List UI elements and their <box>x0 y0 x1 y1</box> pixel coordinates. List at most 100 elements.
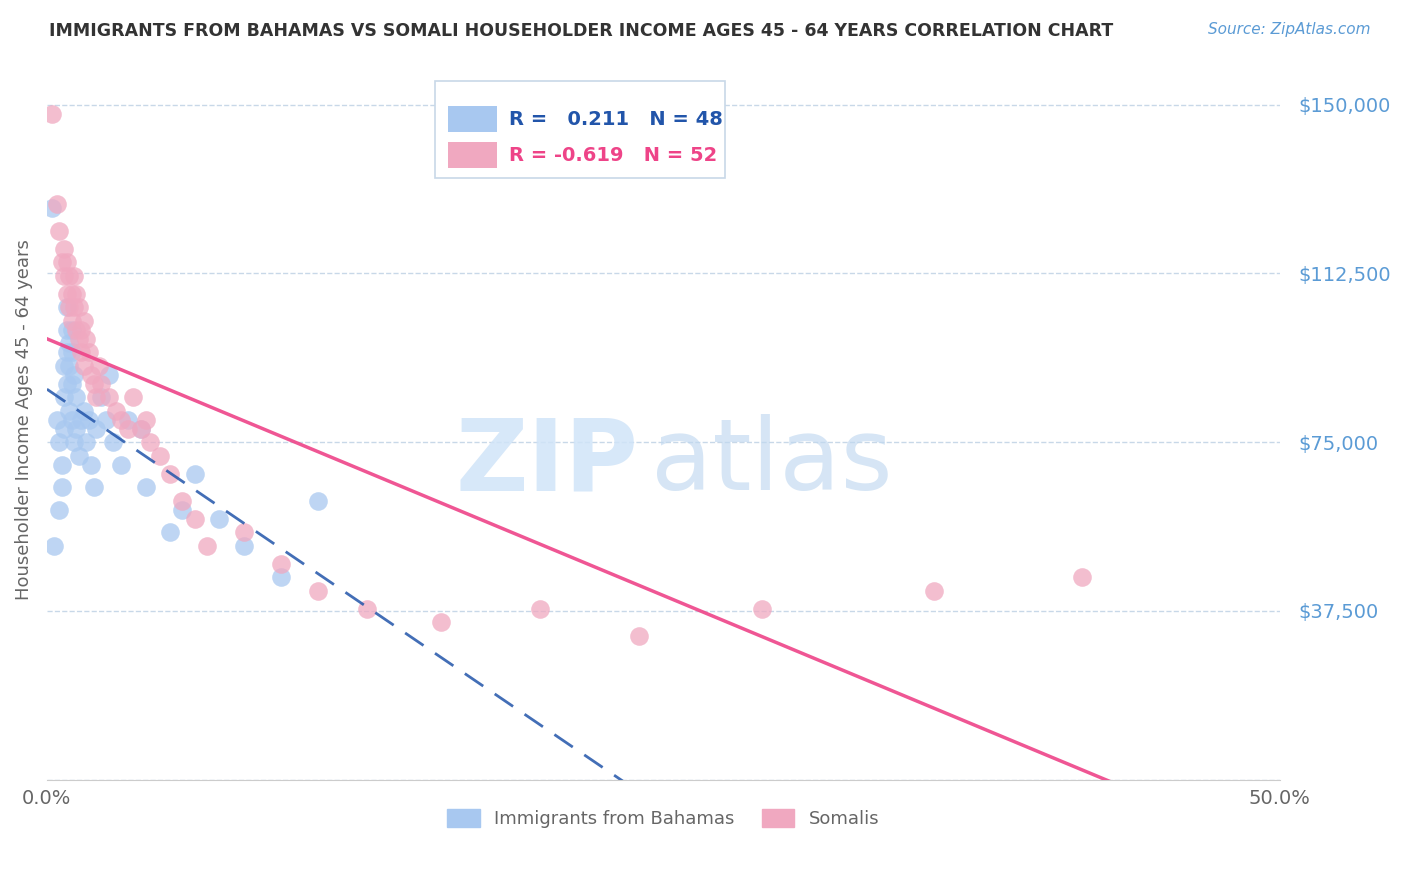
Text: R =   0.211   N = 48: R = 0.211 N = 48 <box>509 110 723 128</box>
Point <box>53 359 76 373</box>
Point <box>751 601 773 615</box>
Point <box>195 539 218 553</box>
Point <box>60 286 83 301</box>
Point <box>45 196 67 211</box>
Point <box>63 435 86 450</box>
Point <box>60 412 83 426</box>
Point <box>270 557 292 571</box>
Point <box>60 323 83 337</box>
Point <box>87 359 110 373</box>
Point <box>65 422 87 436</box>
Point <box>75 332 97 346</box>
Point <box>122 390 145 404</box>
Point <box>270 570 292 584</box>
Point <box>41 201 63 215</box>
Point <box>134 412 156 426</box>
Point <box>356 601 378 615</box>
FancyBboxPatch shape <box>436 81 725 178</box>
Point <box>55 376 77 391</box>
Point <box>134 480 156 494</box>
Point <box>159 525 181 540</box>
Point <box>73 313 96 327</box>
Point <box>233 525 256 540</box>
Point <box>70 345 93 359</box>
Point <box>80 368 103 382</box>
Point <box>184 467 207 481</box>
Point <box>58 300 80 314</box>
Point <box>58 268 80 283</box>
Point <box>97 390 120 404</box>
Text: R = -0.619   N = 52: R = -0.619 N = 52 <box>509 146 717 165</box>
Point <box>184 511 207 525</box>
Point <box>84 422 107 436</box>
Point <box>80 458 103 472</box>
Point <box>83 480 105 494</box>
Point <box>55 345 77 359</box>
Point <box>70 323 93 337</box>
Point <box>65 286 87 301</box>
Point <box>149 449 172 463</box>
Point <box>60 345 83 359</box>
Point <box>48 435 70 450</box>
Point <box>67 300 90 314</box>
Point <box>104 403 127 417</box>
Point <box>73 403 96 417</box>
Point <box>103 435 125 450</box>
Text: atlas: atlas <box>651 414 893 511</box>
Point <box>129 422 152 436</box>
Point <box>55 323 77 337</box>
Point <box>307 583 329 598</box>
Point <box>94 412 117 426</box>
Point <box>172 493 194 508</box>
Point <box>48 224 70 238</box>
Point <box>233 539 256 553</box>
Point <box>83 376 105 391</box>
Point <box>60 313 83 327</box>
Point <box>53 268 76 283</box>
Point <box>67 332 90 346</box>
Point <box>77 345 100 359</box>
Point <box>53 390 76 404</box>
Point <box>117 412 139 426</box>
Point <box>84 390 107 404</box>
Y-axis label: Householder Income Ages 45 - 64 years: Householder Income Ages 45 - 64 years <box>15 239 32 600</box>
Point <box>208 511 231 525</box>
Point <box>63 268 86 283</box>
Point <box>63 368 86 382</box>
Point <box>44 539 66 553</box>
Point <box>307 493 329 508</box>
Legend: Immigrants from Bahamas, Somalis: Immigrants from Bahamas, Somalis <box>440 802 886 836</box>
Point <box>65 323 87 337</box>
Point <box>73 359 96 373</box>
Point <box>60 376 83 391</box>
Point <box>924 583 946 598</box>
Point <box>48 502 70 516</box>
Point <box>430 615 453 629</box>
Point <box>55 286 77 301</box>
Point <box>53 242 76 256</box>
Point <box>172 502 194 516</box>
Point <box>90 376 112 391</box>
Point <box>55 255 77 269</box>
Point <box>70 412 93 426</box>
Text: ZIP: ZIP <box>456 414 638 511</box>
Point <box>139 435 162 450</box>
FancyBboxPatch shape <box>447 143 496 169</box>
Point <box>75 435 97 450</box>
Point <box>67 449 90 463</box>
FancyBboxPatch shape <box>447 106 496 132</box>
Point <box>51 458 73 472</box>
Point <box>63 300 86 314</box>
Point <box>97 368 120 382</box>
Point <box>58 336 80 351</box>
Point <box>117 422 139 436</box>
Point <box>55 300 77 314</box>
Point <box>90 390 112 404</box>
Point <box>65 390 87 404</box>
Point <box>1071 570 1094 584</box>
Text: IMMIGRANTS FROM BAHAMAS VS SOMALI HOUSEHOLDER INCOME AGES 45 - 64 YEARS CORRELAT: IMMIGRANTS FROM BAHAMAS VS SOMALI HOUSEH… <box>49 22 1114 40</box>
Point <box>159 467 181 481</box>
Point <box>77 412 100 426</box>
Point <box>51 255 73 269</box>
Point <box>110 458 132 472</box>
